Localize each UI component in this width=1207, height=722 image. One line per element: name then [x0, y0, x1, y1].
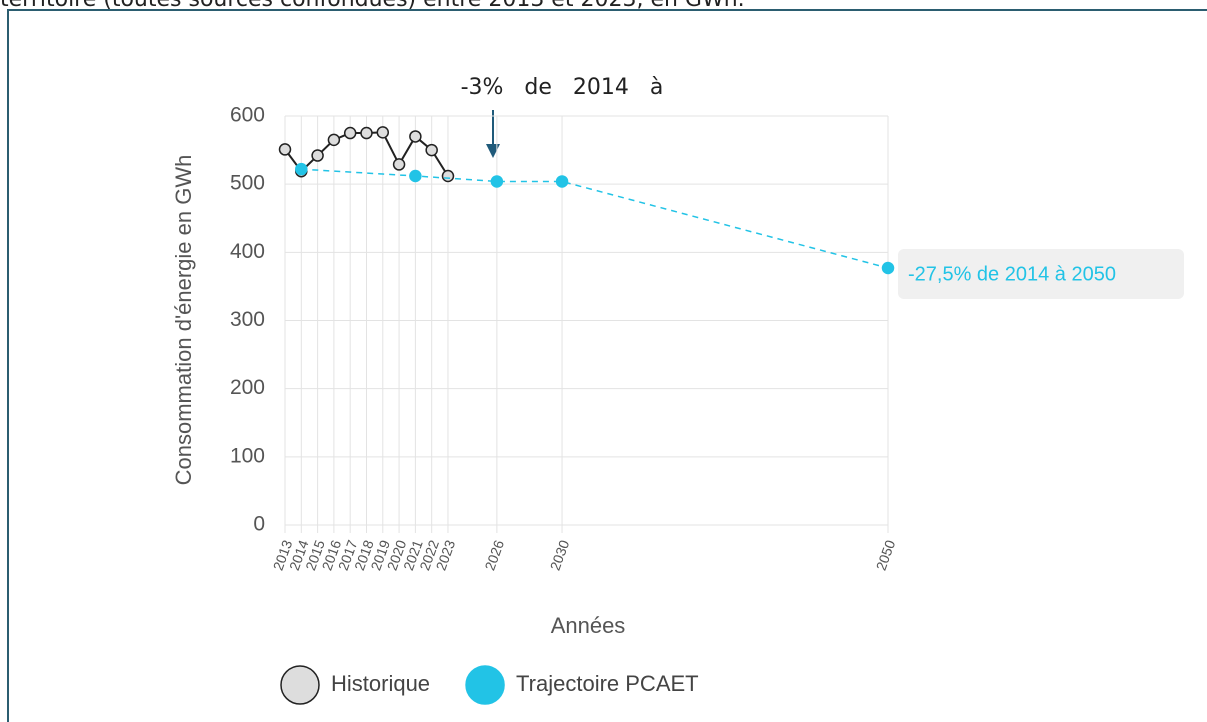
header-text: territoire (toutes sources confondues) e…	[0, 0, 745, 12]
y-axis-title: Consommation d'énergie en GWh	[171, 155, 196, 486]
y-tick-label: 600	[230, 104, 265, 127]
legend-marker	[280, 665, 320, 705]
data-point	[881, 261, 895, 275]
x-tick-label: 2026	[481, 538, 507, 573]
legend-label: Trajectoire PCAET	[516, 671, 699, 696]
data-point	[392, 158, 406, 171]
y-tick-label: 200	[230, 376, 265, 399]
y-tick-label: 300	[230, 308, 265, 331]
annotation-box	[898, 249, 1184, 299]
data-point	[490, 175, 504, 188]
y-tick-label: 0	[253, 513, 265, 536]
data-point	[555, 175, 569, 188]
data-point	[441, 169, 455, 183]
y-tick-label: 500	[230, 172, 265, 195]
arrow-head	[486, 144, 500, 158]
x-axis-title: Années	[551, 613, 626, 638]
annotation: -3% de 2014 à	[461, 75, 664, 100]
data-point	[295, 162, 308, 176]
data-point	[409, 130, 422, 143]
frame	[7, 9, 1207, 722]
y-tick-label: 100	[230, 444, 265, 467]
data-point	[376, 126, 390, 139]
legend-label: Historique	[331, 671, 430, 696]
legend-marker	[465, 665, 505, 705]
data-point	[360, 126, 373, 140]
data-point	[327, 133, 341, 147]
data-point	[409, 169, 422, 183]
data-point	[278, 143, 292, 156]
data-point	[425, 143, 438, 157]
y-tick-label: 400	[230, 240, 265, 263]
annotation: -27,5% de 2014 à 2050	[908, 263, 1116, 285]
data-point	[343, 126, 357, 140]
data-point	[311, 149, 324, 162]
x-tick-label: 2030	[547, 538, 573, 573]
x-tick-label: 2050	[873, 538, 899, 573]
